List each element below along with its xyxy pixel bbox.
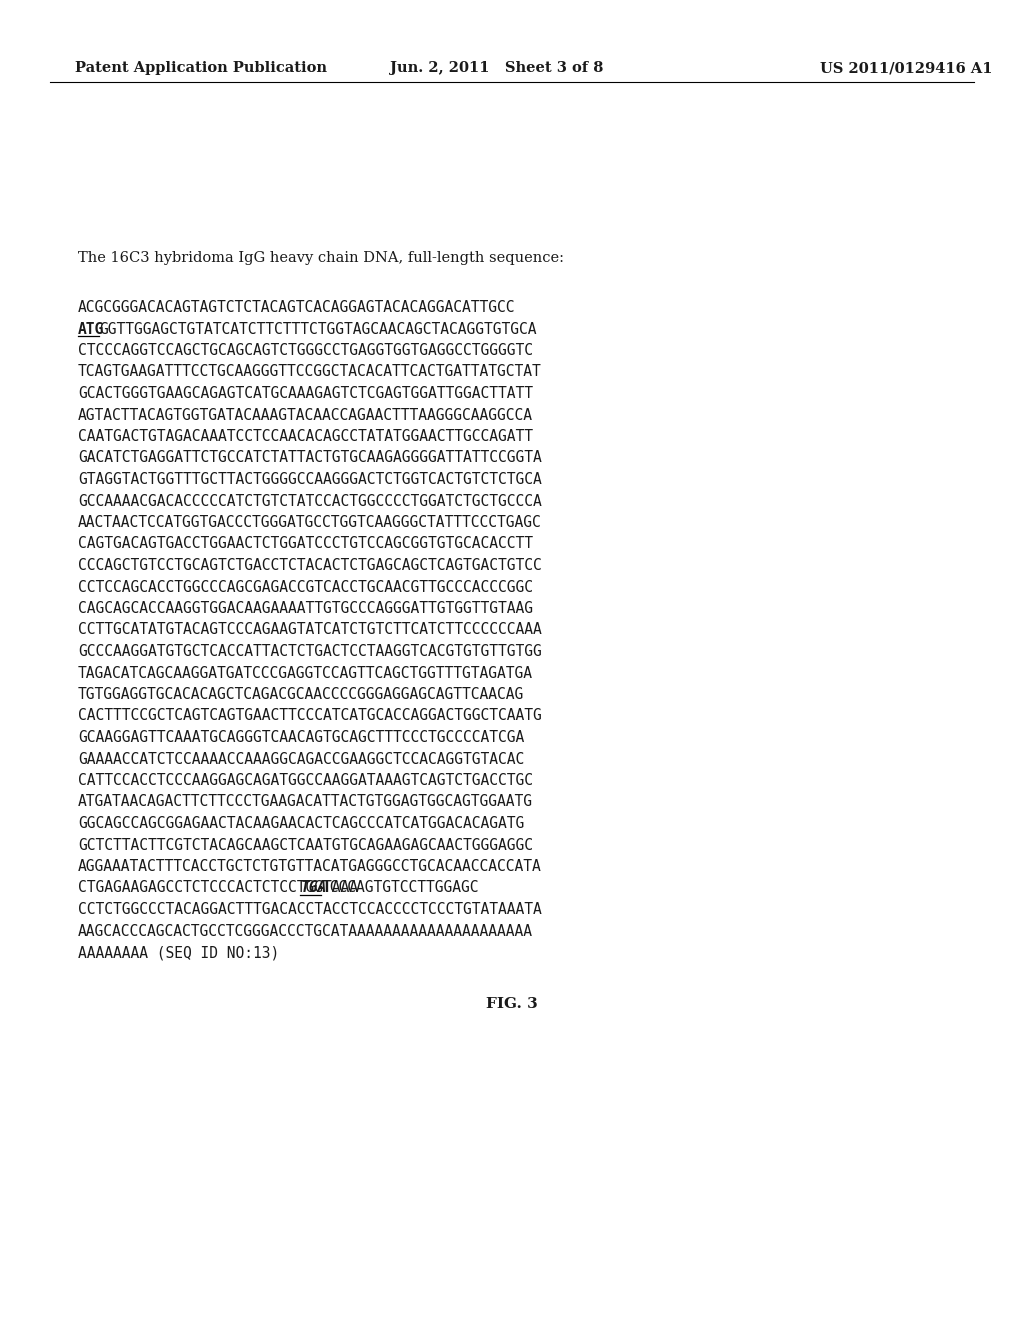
Text: GCCCAAGGATGTGCTCACCATTACTCTGACTCCTAAGGTCACGTGTGTTGTGG: GCCCAAGGATGTGCTCACCATTACTCTGACTCCTAAGGTC… — [78, 644, 542, 659]
Text: CAATGACTGTAGACAAATCCTCCAACACAGCCTATATGGAACTTGCCAGATT: CAATGACTGTAGACAAATCCTCCAACACAGCCTATATGGA… — [78, 429, 534, 444]
Text: ATGATAACAGACTTCTTCCCTGAAGACATTACTGTGGAGTGGCAGTGGAATG: ATGATAACAGACTTCTTCCCTGAAGACATTACTGTGGAGT… — [78, 795, 534, 809]
Text: FIG. 3: FIG. 3 — [486, 998, 538, 1011]
Text: CCCAGCTGTCCTGCAGTCTGACCTCTACACTCTGAGCAGCTCAGTGACTGTCC: CCCAGCTGTCCTGCAGTCTGACCTCTACACTCTGAGCAGC… — [78, 558, 542, 573]
Text: GCCAAAACGACACCCCCATCTGTCTATCCACTGGCCCCTGGATCTGCTGCCCA: GCCAAAACGACACCCCCATCTGTCTATCCACTGGCCCCTG… — [78, 494, 542, 508]
Text: CCTCTGGCCCTACAGGACTTTGACACCTACCTCCACCCCTCCCTGTATAAATA: CCTCTGGCCCTACAGGACTTTGACACCTACCTCCACCCCT… — [78, 902, 542, 917]
Text: GTAGGTACTGGTTTGCTTACTGGGGCCAAGGGACTCTGGTCACTGTCTCTGCA: GTAGGTACTGGTTTGCTTACTGGGGCCAAGGGACTCTGGT… — [78, 473, 542, 487]
Text: CCTTGCATATGTACAGTCCCAGAAGTATCATCTGTCTTCATCTTCCCCCCAAA: CCTTGCATATGTACAGTCCCAGAAGTATCATCTGTCTTCA… — [78, 623, 542, 638]
Text: TCAGTGAAGATTTCCTGCAAGGGTTCCGGCTACACATTCACTGATTATGCTAT: TCAGTGAAGATTTCCTGCAAGGGTTCCGGCTACACATTCA… — [78, 364, 542, 380]
Text: TAGACATCAGCAAGGATGATCCCGAGGTCCAGTTCAGCTGGTTTGTAGATGA: TAGACATCAGCAAGGATGATCCCGAGGTCCAGTTCAGCTG… — [78, 665, 534, 681]
Text: CCTCCAGCACCTGGCCCAGCGAGACCGTCACCTGCAACGTTGCCCACCCGGC: CCTCCAGCACCTGGCCCAGCGAGACCGTCACCTGCAACGT… — [78, 579, 534, 594]
Text: GCAAGGAGTTCAAATGCAGGGTCAACAGTGCAGCTTTCCCTGCCCCATCGA: GCAAGGAGTTCAAATGCAGGGTCAACAGTGCAGCTTTCCC… — [78, 730, 524, 744]
Text: AGGAAATACTTTCACCTGCTCTGTGTTACATGAGGGCCTGCACAACCACCATA: AGGAAATACTTTCACCTGCTCTGTGTTACATGAGGGCCTG… — [78, 859, 542, 874]
Text: GGCAGCCAGCGGAGAACTACAAGAACACTCAGCCCATCATGGACACAGATG: GGCAGCCAGCGGAGAACTACAAGAACACTCAGCCCATCAT… — [78, 816, 524, 832]
Text: GCTCTTACTTCGTCTACAGCAAGCTCAATGTGCAGAAGAGCAACTGGGAGGC: GCTCTTACTTCGTCTACAGCAAGCTCAATGTGCAGAAGAG… — [78, 837, 534, 853]
Text: ACGCGGGACACAGTAGTCTCTACAGTCACAGGAGTACACAGGACATTGCC: ACGCGGGACACAGTAGTCTCTACAGTCACAGGAGTACACA… — [78, 300, 515, 315]
Text: CTCCCAGGTCCAGCTGCAGCAGTCTGGGCCTGAGGTGGTGAGGCCTGGGGTC: CTCCCAGGTCCAGCTGCAGCAGTCTGGGCCTGAGGTGGTG… — [78, 343, 534, 358]
Text: AAAAAAAA (SEQ ID NO:13): AAAAAAAA (SEQ ID NO:13) — [78, 945, 280, 960]
Text: Jun. 2, 2011   Sheet 3 of 8: Jun. 2, 2011 Sheet 3 of 8 — [390, 61, 603, 75]
Text: TGTGGAGGTGCACACAGCTCAGACGCAACCCCGGGAGGAGCAGTTCAACAG: TGTGGAGGTGCACACAGCTCAGACGCAACCCCGGGAGGAG… — [78, 686, 524, 702]
Text: US 2011/0129416 A1: US 2011/0129416 A1 — [820, 61, 992, 75]
Text: TCCCAGTGTCCTTGGAGC: TCCCAGTGTCCTTGGAGC — [322, 880, 479, 895]
Text: TGA: TGA — [300, 880, 327, 895]
Text: GAAAACCATCTCCAAAACCAAAGGCAGACCGAAGGCTCCACAGGTGTACAC: GAAAACCATCTCCAAAACCAAAGGCAGACCGAAGGCTCCA… — [78, 751, 524, 767]
Text: CAGCAGCACCAAGGTGGACAAGAAAATTGTGCCCAGGGATTGTGGTTGTAAG: CAGCAGCACCAAGGTGGACAAGAAAATTGTGCCCAGGGAT… — [78, 601, 534, 616]
Text: Patent Application Publication: Patent Application Publication — [75, 61, 327, 75]
Text: CACTTTCCGCTCAGTCAGTGAACTTCCCATCATGCACCAGGACTGGCTCAATG: CACTTTCCGCTCAGTCAGTGAACTTCCCATCATGCACCAG… — [78, 709, 542, 723]
Text: AGTACTTACAGTGGTGATACAAAGTACAACCAGAACTTTAAGGGCAAGGCCA: AGTACTTACAGTGGTGATACAAAGTACAACCAGAACTTTA… — [78, 408, 534, 422]
Text: ATG: ATG — [78, 322, 104, 337]
Text: CTGAGAAGAGCCTCTCCCACTCTCCTGGTAAA: CTGAGAAGAGCCTCTCCCACTCTCCTGGTAAA — [78, 880, 358, 895]
Text: CAGTGACAGTGACCTGGAACTCTGGATCCCTGTCCAGCGGTGTGCACACCTT: CAGTGACAGTGACCTGGAACTCTGGATCCCTGTCCAGCGG… — [78, 536, 534, 552]
Text: GGTTGGAGCTGTATCATCTTCTTTCTGGTAGCAACAGCTACAGGTGTGCA: GGTTGGAGCTGTATCATCTTCTTTCTGGTAGCAACAGCTA… — [99, 322, 537, 337]
Text: GCACTGGGTGAAGCAGAGTCATGCAAAGAGTCTCGAGTGGATTGGACTTATT: GCACTGGGTGAAGCAGAGTCATGCAAAGAGTCTCGAGTGG… — [78, 385, 534, 401]
Text: The 16C3 hybridoma IgG heavy chain DNA, full-length sequence:: The 16C3 hybridoma IgG heavy chain DNA, … — [78, 251, 564, 265]
Text: AACTAACTCCATGGTGACCCTGGGATGCCTGGTCAAGGGCTATTTCCCTGAGC: AACTAACTCCATGGTGACCCTGGGATGCCTGGTCAAGGGC… — [78, 515, 542, 531]
Text: AAGCACCCAGCACTGCCTCGGGACCCTGCATAAAAAAAAAAAAAAAAAAAAA: AAGCACCCAGCACTGCCTCGGGACCCTGCATAAAAAAAAA… — [78, 924, 534, 939]
Text: CATTCCACCTCCCAAGGAGCAGATGGCCAAGGATAAAGTCAGTCTGACCTGC: CATTCCACCTCCCAAGGAGCAGATGGCCAAGGATAAAGTC… — [78, 774, 534, 788]
Text: GACATCTGAGGATTCTGCCATCTATTACTGTGCAAGAGGGGATTATTCCGGTA: GACATCTGAGGATTCTGCCATCTATTACTGTGCAAGAGGG… — [78, 450, 542, 466]
